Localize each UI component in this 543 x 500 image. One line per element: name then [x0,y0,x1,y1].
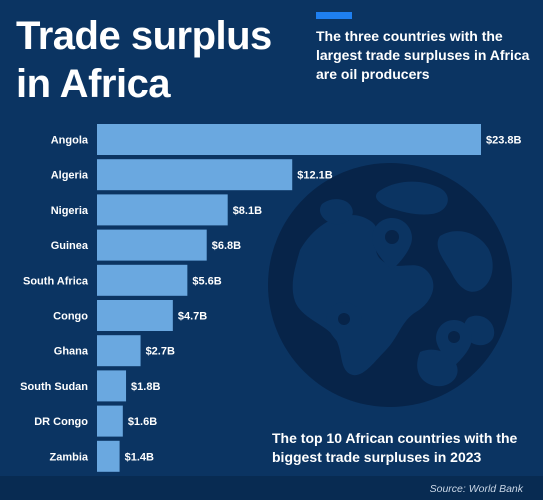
source-label: Source: World Bank [429,483,523,495]
bar [97,159,293,191]
category-label: Algeria [51,170,89,182]
value-label: $1.6B [128,416,157,428]
bars-group: Angola $23.8B Algeria $12.1B Nigeria $8.1B Gui… [20,124,522,472]
value-label: $4.7B [178,311,207,323]
bar [97,300,173,331]
bar [97,194,228,226]
bar [97,264,188,296]
value-label: $2.7B [146,346,175,358]
value-label: $1.4B [125,451,154,463]
category-label: South Sudan [20,381,88,393]
bar [97,370,127,402]
value-label: $5.6B [192,275,221,287]
subtitle: The three countries with the largest tra… [316,28,530,82]
accent-bar [316,12,352,19]
map-pin-icon [436,320,472,366]
globe-icon [268,163,512,407]
category-label: DR Congo [34,416,88,428]
category-label: Ghana [54,346,89,358]
map-pin-icon [326,302,362,348]
source-strip [0,476,543,500]
chart-footnote: The top 10 African countries with the bi… [272,430,518,465]
bar [97,335,141,367]
category-label: Congo [53,311,88,323]
category-label: Nigeria [51,205,89,217]
value-label: $1.8B [131,381,160,393]
bar [97,229,207,261]
map-pin-icon [372,218,412,270]
category-label: Zambia [49,451,88,463]
value-label: $8.1B [233,205,262,217]
bar [97,124,481,155]
bar [97,440,120,472]
category-label: South Africa [23,275,89,287]
value-label: $6.8B [212,240,241,252]
bar [97,405,123,437]
category-label: Angola [51,135,89,147]
page-title: Trade surplus in Africa [16,14,272,106]
value-label: $12.1B [297,170,333,182]
category-label: Guinea [51,240,89,252]
value-label: $23.8B [486,135,522,147]
